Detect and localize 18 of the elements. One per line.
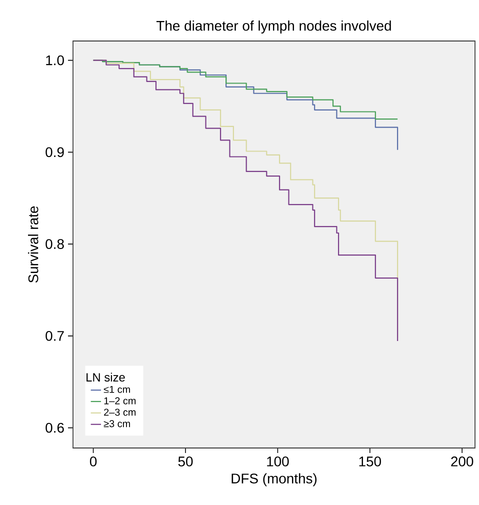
y-tick-label: 0.6 (46, 422, 64, 433)
legend-label: 2–3 cm (104, 408, 136, 416)
legend-label: 1–2 cm (104, 397, 136, 404)
y-tick-label: 1.0 (46, 55, 64, 66)
x-axis-title: DFS (months) (232, 473, 317, 486)
y-tick-label: 0.8 (46, 239, 64, 249)
x-tick-label: 0 (90, 456, 97, 466)
legend-title: LN size (86, 372, 125, 382)
y-tick-label: 0.7 (46, 330, 64, 341)
x-tick-label: 200 (451, 456, 474, 466)
chart-title: The diameter of lymph nodes involved (156, 20, 391, 34)
x-tick-label: 150 (359, 456, 381, 466)
x-tick-label: 100 (267, 456, 289, 466)
x-tick-label: 50 (178, 456, 193, 466)
y-tick-label: 0.9 (46, 147, 64, 158)
legend-label: ≤1 cm (104, 386, 130, 393)
legend-label: ≥3 cm (104, 420, 130, 428)
y-axis-title: Survival rate (28, 206, 38, 283)
